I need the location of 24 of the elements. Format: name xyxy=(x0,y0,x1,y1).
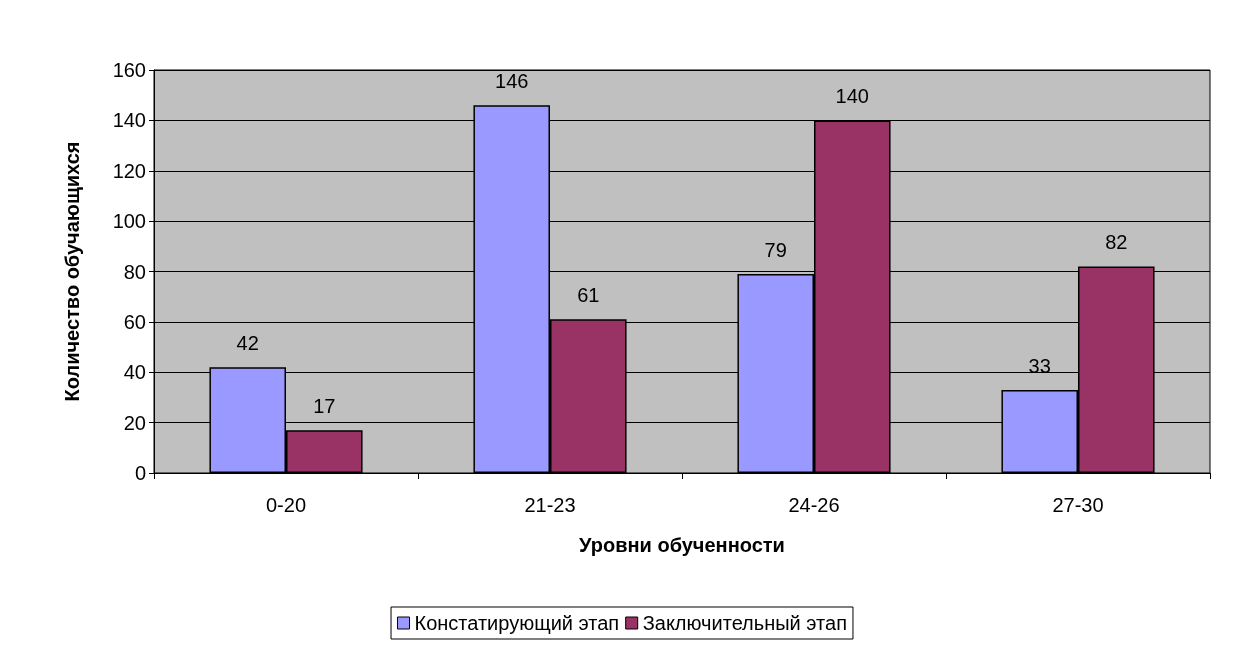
data-label: 140 xyxy=(835,85,869,108)
legend-label: Заключительный этап xyxy=(642,612,847,634)
x-tick-label: 0-20 xyxy=(265,494,307,516)
x-tick-label: 27-30 xyxy=(1052,494,1104,516)
y-tick-label: 80 xyxy=(123,260,146,283)
y-tick-label: 140 xyxy=(112,109,146,132)
y-tick-label: 60 xyxy=(123,310,146,333)
x-tick-label: 21-23 xyxy=(524,494,576,516)
y-tick-label: 100 xyxy=(112,210,146,233)
data-label: 42 xyxy=(236,332,259,355)
y-tick-label: 40 xyxy=(123,361,146,384)
data-label: 79 xyxy=(764,239,787,262)
data-label: 17 xyxy=(313,395,336,418)
y-axis-title: Количество обучающихся xyxy=(61,141,83,402)
y-tick-label: 0 xyxy=(134,462,146,484)
x-axis-title: Уровни обученности xyxy=(579,534,785,556)
legend-label: Констатирующий этап xyxy=(414,612,620,634)
data-label: 82 xyxy=(1105,231,1128,254)
data-label: 61 xyxy=(577,284,600,307)
x-tick-label: 24-26 xyxy=(788,494,840,516)
y-tick-label: 160 xyxy=(112,59,146,81)
y-tick-label: 20 xyxy=(123,411,146,434)
data-label: 146 xyxy=(495,70,529,93)
y-tick-label: 120 xyxy=(112,159,146,182)
